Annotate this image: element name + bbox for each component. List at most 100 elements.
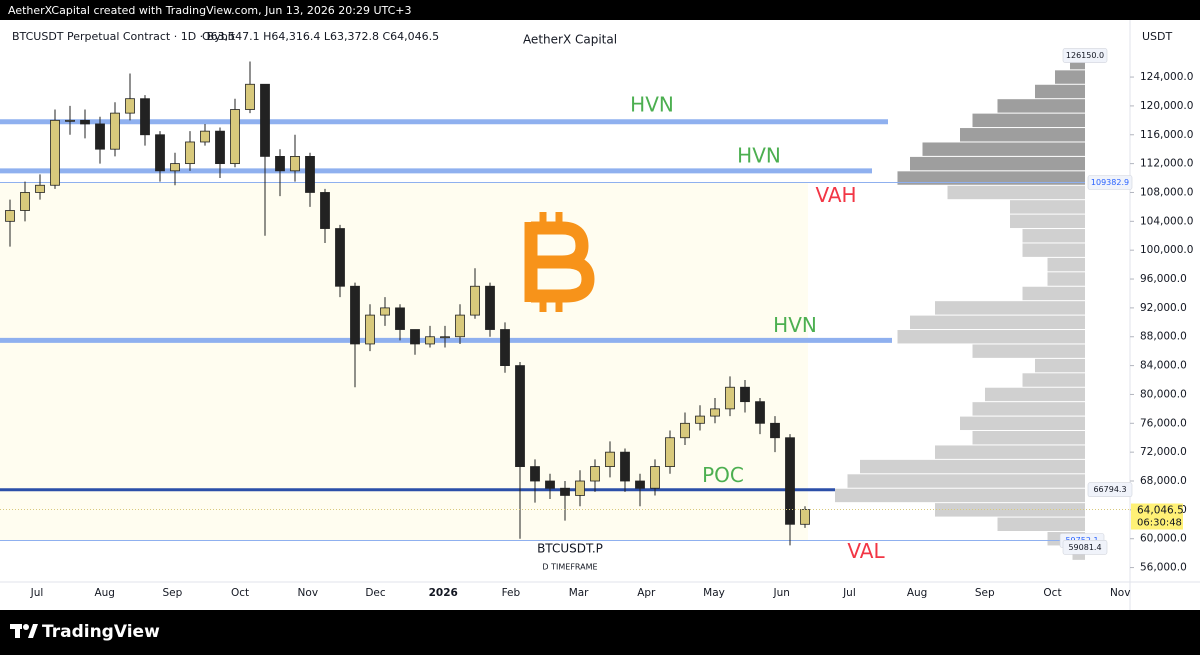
volume-profile-bar xyxy=(910,315,1085,330)
candle-body xyxy=(245,83,255,110)
x-tick-label: Apr xyxy=(637,587,656,599)
brand-logo xyxy=(10,624,38,638)
candle-body xyxy=(50,119,60,186)
y-tick-label: 108,000.0 xyxy=(1140,186,1193,198)
volume-profile-bar xyxy=(935,445,1085,459)
candle-body xyxy=(590,466,600,482)
volume-profile-bar xyxy=(985,387,1085,402)
volume-profile-bar xyxy=(860,459,1085,474)
candle-body xyxy=(425,336,435,345)
x-tick-label: Oct xyxy=(231,587,249,599)
x-tick-label: Sep xyxy=(163,587,183,599)
x-tick-label: Feb xyxy=(502,587,521,599)
value-area xyxy=(0,182,808,541)
candle-body xyxy=(320,192,330,229)
candle-body xyxy=(635,480,645,489)
x-tick-label: Jul xyxy=(30,587,44,599)
candle-body xyxy=(695,415,705,424)
plot-area: HVN HVN VAH HVN POC VAL xyxy=(0,55,1085,563)
volume-profile-bar xyxy=(1010,214,1085,229)
volume-profile-bar xyxy=(1022,286,1085,301)
x-tick-label: Aug xyxy=(907,587,928,599)
volume-profile-bar xyxy=(897,330,1085,344)
volume-profile-bar xyxy=(960,416,1085,431)
x-tick-label: 2026 xyxy=(429,587,458,599)
level-label: HVN xyxy=(773,313,817,337)
candle-body xyxy=(395,307,405,330)
candle-body xyxy=(125,98,135,114)
x-tick-label: Nov xyxy=(1110,587,1131,599)
candle-body xyxy=(365,314,375,345)
candle-body xyxy=(800,509,810,525)
candle-body xyxy=(710,408,720,417)
candle-body xyxy=(215,130,225,165)
candle-body xyxy=(545,480,555,489)
price-label: 109382.9 xyxy=(1091,178,1129,187)
candle-body xyxy=(410,329,420,345)
candle-body xyxy=(65,119,75,122)
candle-body xyxy=(170,163,180,172)
countdown-label: 06:30:48 xyxy=(1137,518,1182,529)
candle-body xyxy=(500,329,510,366)
candle-body xyxy=(80,119,90,125)
candle-body xyxy=(485,285,495,330)
volume-profile-bar xyxy=(972,402,1085,416)
candle-body xyxy=(470,285,480,316)
volume-profile-bar xyxy=(997,99,1085,113)
volume-profile-bar xyxy=(972,113,1085,128)
price-label-box xyxy=(1087,175,1133,190)
y-tick-label: 104,000.0 xyxy=(1140,215,1193,227)
x-tick-label: Jul xyxy=(842,587,856,599)
volume-profile-bar xyxy=(960,128,1085,142)
y-tick-label: 80,000.0 xyxy=(1140,388,1187,400)
y-tick-label: 96,000.0 xyxy=(1140,273,1187,285)
credit: AetherXCapital created with TradingView.… xyxy=(8,4,412,17)
candle-body xyxy=(35,184,45,193)
y-tick-label: 100,000.0 xyxy=(1140,244,1193,256)
x-tick-label: Aug xyxy=(94,587,115,599)
x-tick-label: Mar xyxy=(569,587,589,599)
candle-body xyxy=(575,480,585,496)
volume-profile-bar xyxy=(1022,229,1085,243)
y-tick-label: 76,000.0 xyxy=(1140,417,1187,429)
footer-bar xyxy=(0,610,1200,655)
candle-body xyxy=(770,422,780,439)
x-tick-label: Sep xyxy=(975,587,995,599)
price-label: 126150.0 xyxy=(1066,51,1104,60)
watermark: BTCUSDT.P xyxy=(537,542,603,556)
candle-body xyxy=(620,451,630,482)
y-tick-label: 116,000.0 xyxy=(1140,129,1193,141)
candle-body xyxy=(155,134,165,172)
candle-body xyxy=(275,156,285,172)
brand: TradingView xyxy=(42,622,160,642)
candle-body xyxy=(560,487,570,496)
volume-profile-bar xyxy=(1047,257,1085,272)
x-tick-label: Jun xyxy=(772,587,789,599)
candle-body xyxy=(380,307,390,316)
candle-body xyxy=(305,156,315,193)
candle-body xyxy=(785,437,795,525)
candle-body xyxy=(680,422,690,439)
candle-body xyxy=(95,123,105,150)
ohlc-line: O63,547.1 H64,316.4 L63,372.8 C64,046.5 xyxy=(202,30,439,43)
y-tick-label: 120,000.0 xyxy=(1140,100,1193,112)
bitcoin-logo xyxy=(524,212,595,312)
volume-profile-bar xyxy=(910,156,1085,171)
candle-body xyxy=(755,401,765,424)
candle-body xyxy=(350,285,360,345)
y-tick-label: 60,000.0 xyxy=(1140,533,1187,545)
candle-body xyxy=(530,466,540,482)
candle-body xyxy=(20,192,30,211)
y-tick-label: 72,000.0 xyxy=(1140,446,1187,458)
last-price-box xyxy=(1131,503,1183,530)
price-label: 59081.4 xyxy=(1068,543,1101,552)
price-label-box xyxy=(1087,482,1133,498)
chart-title: AetherX Capital xyxy=(523,33,617,47)
y-tick-label: 124,000.0 xyxy=(1140,71,1193,83)
level-label: VAL xyxy=(847,539,885,563)
candle-body xyxy=(725,386,735,410)
volume-profile-bar xyxy=(922,142,1085,156)
volume-profile-bar xyxy=(1035,358,1085,373)
candle-body xyxy=(515,365,525,467)
